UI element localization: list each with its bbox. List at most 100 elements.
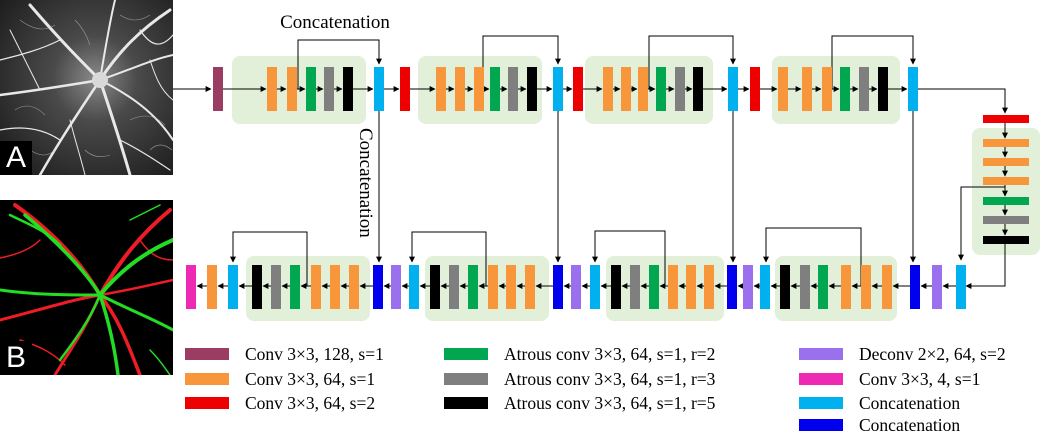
concat-dark-block xyxy=(727,265,737,309)
concat-light-block xyxy=(590,265,600,309)
conv64-block xyxy=(349,265,359,309)
bottleneck-group xyxy=(972,128,1040,255)
conv128-block xyxy=(213,67,223,111)
decoder-skip-1 xyxy=(763,227,862,286)
conv64-block xyxy=(488,265,498,309)
legend-label: Atrous conv 3×3, 64, s=1, r=2 xyxy=(504,343,716,364)
conv64-block xyxy=(983,177,1029,185)
atrous-r3-block xyxy=(271,265,281,309)
panel-letter-b: B xyxy=(0,341,33,375)
atrous-r3-block xyxy=(449,265,459,309)
conv64-block xyxy=(455,67,465,111)
conv64-block xyxy=(330,265,340,309)
legend-item: Atrous conv 3×3, 64, s=1, r=5 xyxy=(444,392,715,414)
concat-light-block xyxy=(228,265,238,309)
concat-light-block xyxy=(409,265,419,309)
atrous-r5-block xyxy=(527,67,537,111)
legend-item: Concatenation xyxy=(799,392,960,414)
conv4-block xyxy=(186,265,196,309)
atrous-r2-block xyxy=(490,67,500,111)
conv64-block xyxy=(311,265,321,309)
atrous-r5-block xyxy=(343,67,353,111)
legend-swatch xyxy=(799,419,843,431)
legend-label: Concatenation xyxy=(859,392,961,413)
conv64-block xyxy=(603,67,613,111)
conv64-block xyxy=(861,265,871,309)
atrous-r5-block xyxy=(252,265,262,309)
conv-s2-block xyxy=(983,115,1029,123)
conv64-block xyxy=(983,158,1029,166)
atrous-r2-block xyxy=(840,67,850,111)
conv64-block xyxy=(287,67,297,111)
conv-s2-block xyxy=(750,67,760,111)
legend-swatch xyxy=(799,397,843,409)
conv64-block xyxy=(983,139,1029,147)
legend-swatch xyxy=(185,348,229,360)
conv64-block xyxy=(668,265,678,309)
deconv-block xyxy=(932,265,942,309)
legend-swatch xyxy=(185,373,229,385)
legend-label: Atrous conv 3×3, 64, s=1, r=5 xyxy=(504,392,716,413)
conv64-block xyxy=(778,67,788,111)
conv64-block xyxy=(841,265,851,309)
atrous-r2-block xyxy=(290,265,300,309)
legend-swatch xyxy=(444,373,488,385)
conv64-block xyxy=(802,67,812,111)
top-concatenation-label: Concatenation xyxy=(280,12,390,33)
conv64-block xyxy=(506,265,516,309)
legend-label: Conv 3×3, 4, s=1 xyxy=(859,368,981,389)
conv64-block xyxy=(525,265,535,309)
legend-item: Conv 3×3, 4, s=1 xyxy=(799,368,980,390)
atrous-r2-block xyxy=(656,67,666,111)
legend-label: Conv 3×3, 64, s=1 xyxy=(245,368,376,389)
deconv-block xyxy=(391,265,401,309)
concat-dark-block xyxy=(553,265,563,309)
decoder-skip-2 xyxy=(592,230,666,286)
concat-light-block xyxy=(728,67,738,111)
concat-dark-block xyxy=(373,265,383,309)
encoder-skip-2 xyxy=(482,35,561,89)
decoder-skip-3 xyxy=(409,231,487,286)
concat-light-block xyxy=(374,67,384,111)
concat-light-block xyxy=(553,67,563,111)
legend-item: Conv 3×3, 128, s=1 xyxy=(185,343,384,365)
conv-s2-block xyxy=(573,67,583,111)
legend-label: Concatenation xyxy=(859,414,961,435)
concat-light-block xyxy=(760,265,770,309)
decoder-skip-4 xyxy=(230,231,308,286)
legend-item: Atrous conv 3×3, 64, s=1, r=3 xyxy=(444,368,715,390)
bottleneck-out-arrow xyxy=(965,244,1006,289)
concat-light-block xyxy=(908,67,918,111)
atrous-r3-block xyxy=(800,265,810,309)
connection-lines xyxy=(173,35,1008,289)
legend-label: Atrous conv 3×3, 64, s=1, r=3 xyxy=(504,368,716,389)
conv64-block xyxy=(436,67,446,111)
conv64-block xyxy=(822,67,832,111)
conv64-block xyxy=(621,67,631,111)
conv64-block xyxy=(686,265,696,309)
conv64-block xyxy=(267,67,277,111)
to-bottleneck-arrow xyxy=(918,88,1008,114)
legend-label: Conv 3×3, 128, s=1 xyxy=(245,343,384,364)
atrous-r3-block xyxy=(324,67,334,111)
legend-swatch xyxy=(799,348,843,360)
annotation-labels: Concatenation Concatenation xyxy=(280,12,390,238)
legend-label: Deconv 2×2, 64, s=2 xyxy=(859,343,1006,364)
conv64-block xyxy=(207,265,217,309)
atrous-r3-block xyxy=(508,67,518,111)
legend-swatch xyxy=(444,348,488,360)
deconv-block xyxy=(743,265,753,309)
atrous-r5-block xyxy=(983,236,1029,244)
conv-s2-block xyxy=(400,67,410,111)
atrous-r3-block xyxy=(630,265,640,309)
output-segmentation-image: B xyxy=(0,200,173,375)
legend-item: Concatenation xyxy=(799,414,960,436)
encoder-skip-1 xyxy=(297,39,382,89)
atrous-r2-block xyxy=(983,197,1029,205)
conv64-block xyxy=(882,265,892,309)
panel-letter-a: A xyxy=(0,141,33,175)
atrous-r2-block xyxy=(306,67,316,111)
encoder-skip-3 xyxy=(648,35,736,89)
concat-light-block xyxy=(956,265,966,309)
